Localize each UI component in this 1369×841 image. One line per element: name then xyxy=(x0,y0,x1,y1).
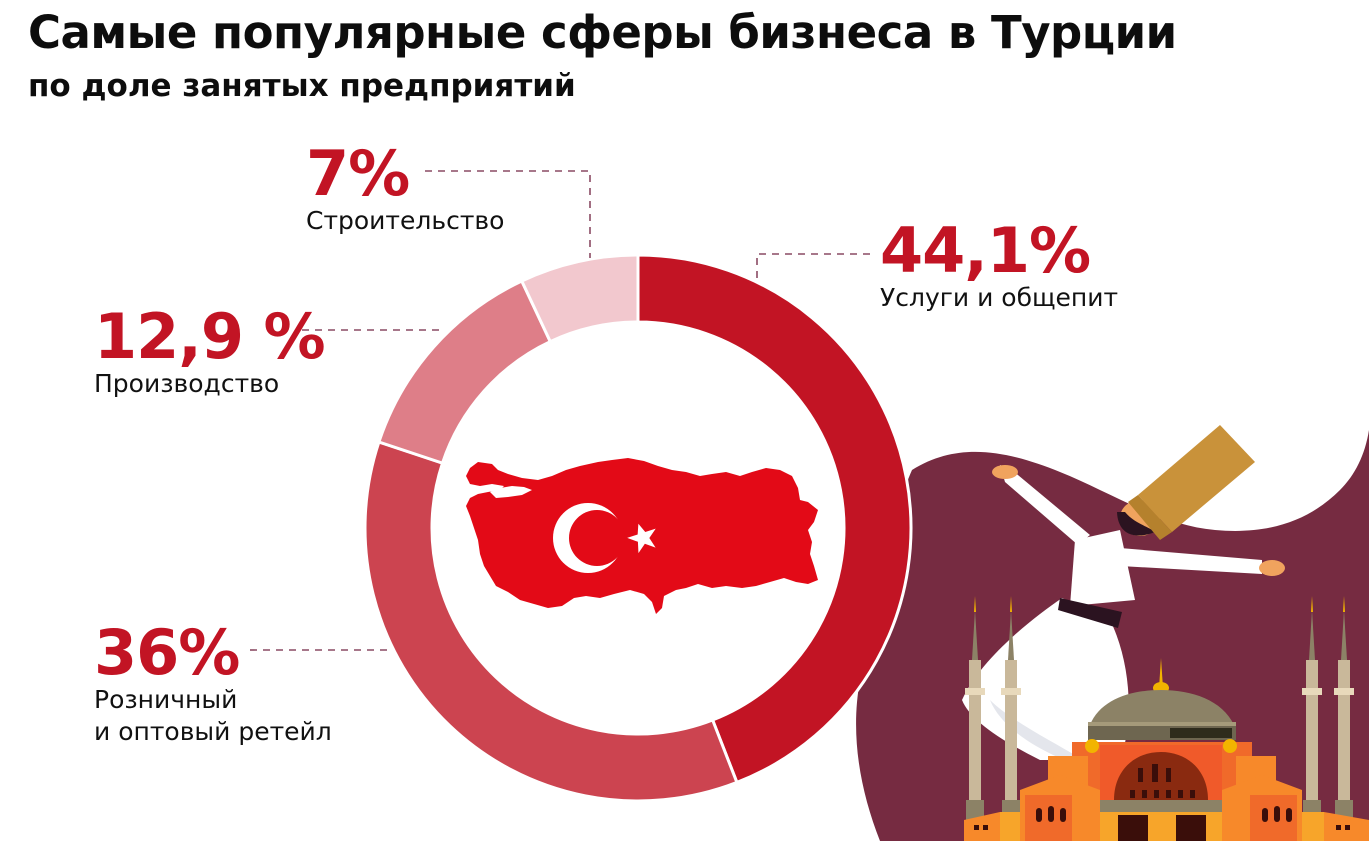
flag-star-icon xyxy=(627,523,656,554)
page-subtitle: по доле занятых предприятий xyxy=(28,68,576,104)
label-services: 44,1% Услуги и общепит xyxy=(880,220,1118,314)
donut-segment-retail xyxy=(363,440,739,803)
flag-crescent-inner xyxy=(569,510,625,566)
value-retail: 36% xyxy=(94,616,240,689)
whirling-dervish xyxy=(962,425,1285,760)
category-manufacturing: Производство xyxy=(94,369,280,398)
category-services: Услуги и общепит xyxy=(880,283,1119,312)
label-manufacturing: 12,9 % Производство xyxy=(94,300,326,400)
sea-of-marmara xyxy=(490,486,532,498)
donut-segment-services xyxy=(636,253,913,785)
label-retail: 36% Розничный и оптовый ретейл xyxy=(94,622,332,748)
label-construction: 7% Строительство xyxy=(306,143,504,237)
value-construction: 7% xyxy=(306,137,410,210)
page-title: Самые популярные сферы бизнеса в Турции xyxy=(28,6,1177,59)
category-construction: Строительство xyxy=(306,206,505,235)
value-services: 44,1% xyxy=(880,214,1091,287)
value-manufacturing: 12,9 % xyxy=(94,300,326,373)
leader-line-services xyxy=(756,253,870,280)
donut-segment-construction xyxy=(519,253,640,344)
category-retail: Розничный и оптовый ретейл xyxy=(94,685,332,746)
hagia-sophia-mosque xyxy=(964,658,1369,841)
dervish-hat xyxy=(1138,425,1255,532)
leader-line-construction xyxy=(425,170,591,258)
